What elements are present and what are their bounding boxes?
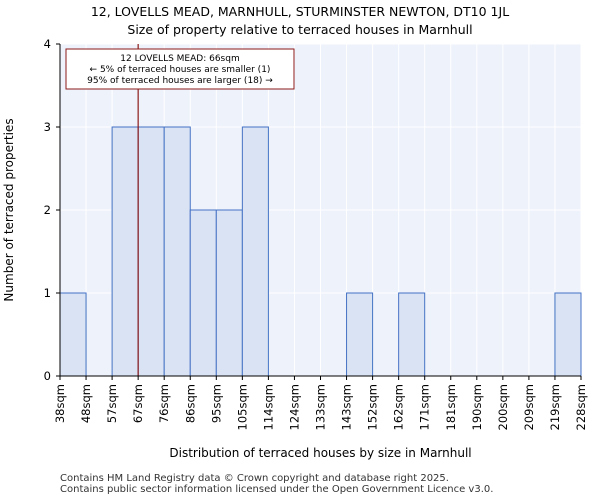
y-axis-label: Number of terraced properties [2,118,16,301]
annotation-line-3: 95% of terraced houses are larger (18) → [87,76,273,86]
y-tick-label: 3 [44,120,51,134]
x-tick-label: 143sqm [340,384,354,430]
footer-line-2: Contains public sector information licen… [60,484,494,495]
x-tick-label: 200sqm [496,384,510,430]
x-tick-label: 181sqm [444,384,458,430]
x-tick-label: 57sqm [105,384,119,423]
bar [554,292,582,377]
x-tick-label: 133sqm [314,384,328,430]
x-tick-label: 162sqm [392,384,406,430]
footer-line-1: Contains HM Land Registry data © Crown c… [60,473,449,484]
bar [241,126,269,377]
annotation-line-1: 12 LOVELLS MEAD: 66sqm [120,54,239,64]
bar [59,292,87,377]
x-tick-label: 228sqm [574,384,588,430]
bar [189,209,217,377]
x-tick-label: 48sqm [79,384,93,423]
y-ticks: 0 1 2 3 4 [44,37,60,383]
x-tick-label: 76sqm [157,384,171,423]
x-tick-label: 105sqm [235,384,249,430]
bar [346,292,374,377]
x-tick-label: 219sqm [548,384,562,430]
chart-title: 12, LOVELLS MEAD, MARNHULL, STURMINSTER … [90,4,510,19]
property-annotation: 12 LOVELLS MEAD: 66sqm ← 5% of terraced … [65,48,295,90]
x-tick-label: 124sqm [287,384,301,430]
bar [215,209,243,377]
x-axis-label: Distribution of terraced houses by size … [169,446,471,460]
bar [398,292,426,377]
x-tick-label: 67sqm [131,384,145,423]
chart-subtitle: Size of property relative to terraced ho… [127,22,473,37]
x-tick-label: 86sqm [183,384,197,423]
x-tick-label: 152sqm [366,384,380,430]
annotation-line-2: ← 5% of terraced houses are smaller (1) [90,65,271,75]
x-ticks: 38sqm 48sqm 57sqm 67sqm 76sqm 86sqm 95sqm 105sq… [53,376,588,430]
bar [163,126,191,377]
y-tick-label: 0 [44,369,51,383]
annotation-box [65,48,295,90]
bar [111,126,139,377]
y-tick-label: 1 [44,286,51,300]
y-tick-label: 2 [44,203,51,217]
x-tick-label: 114sqm [261,384,275,430]
x-tick-label: 95sqm [209,384,223,423]
x-tick-label: 190sqm [470,384,484,430]
x-tick-label: 171sqm [418,384,432,430]
bars [59,126,582,377]
bar [137,126,165,377]
y-tick-label: 4 [44,37,51,51]
x-tick-label: 209sqm [522,384,536,430]
x-tick-label: 38sqm [53,384,67,423]
